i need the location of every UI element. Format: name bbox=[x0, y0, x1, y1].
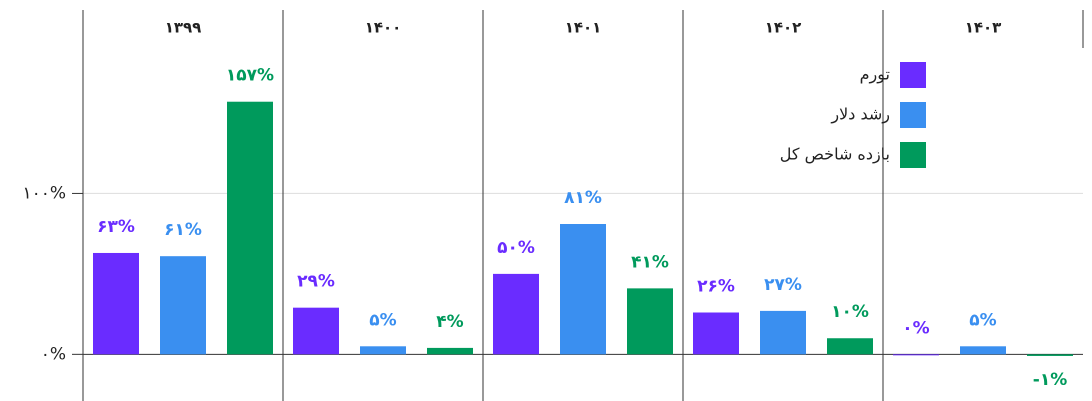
value-label: ۶۱% bbox=[164, 220, 202, 240]
bar bbox=[1027, 354, 1073, 356]
bar bbox=[360, 346, 406, 355]
bar bbox=[760, 310, 806, 355]
value-label: ۴% bbox=[436, 312, 463, 332]
x-tick-label: ۱۴۰۱ bbox=[565, 19, 602, 37]
bar bbox=[627, 288, 673, 355]
legend-swatch bbox=[900, 62, 926, 88]
bar bbox=[893, 354, 939, 356]
bar bbox=[227, 101, 273, 355]
value-label: ۲۶% bbox=[697, 277, 735, 297]
bar bbox=[293, 307, 339, 355]
x-tick-label: ۱۴۰۰ bbox=[365, 19, 402, 37]
bar bbox=[160, 256, 206, 355]
value-label: ۵% bbox=[369, 310, 396, 330]
bar bbox=[427, 347, 473, 355]
legend-label: تورم bbox=[860, 65, 890, 85]
value-label: ۱۵۷% bbox=[226, 66, 274, 86]
y-tick-label: ۰% bbox=[41, 344, 66, 364]
value-label: ۶۳% bbox=[97, 217, 135, 237]
value-label: ۸۱% bbox=[564, 188, 602, 208]
value-label: ۵% bbox=[969, 310, 996, 330]
bar bbox=[827, 338, 873, 355]
value-label: ۵۰% bbox=[497, 238, 535, 258]
bar bbox=[560, 224, 606, 355]
legend-swatch bbox=[900, 102, 926, 128]
legend-label: رشد دلار bbox=[830, 105, 890, 125]
bar bbox=[93, 252, 139, 355]
legend-label: بازده شاخص کل bbox=[780, 145, 890, 165]
value-label: ۲۷% bbox=[764, 275, 802, 295]
bar bbox=[960, 346, 1006, 355]
y-tick-label: ۱۰۰% bbox=[22, 183, 66, 203]
x-tick-label: ۱۳۹۹ bbox=[165, 19, 202, 37]
value-label: ۴۱% bbox=[631, 252, 669, 272]
x-tick-label: ۱۴۰۳ bbox=[965, 19, 1002, 37]
bar bbox=[493, 273, 539, 355]
value-label: ۲۹% bbox=[297, 272, 335, 292]
x-tick-label: ۱۴۰۲ bbox=[765, 19, 802, 37]
value-label: -۱% bbox=[1033, 370, 1067, 390]
bar bbox=[693, 312, 739, 355]
value-label: ۰% bbox=[902, 318, 929, 338]
value-label: ۱۰% bbox=[831, 302, 869, 322]
legend-swatch bbox=[900, 142, 926, 168]
